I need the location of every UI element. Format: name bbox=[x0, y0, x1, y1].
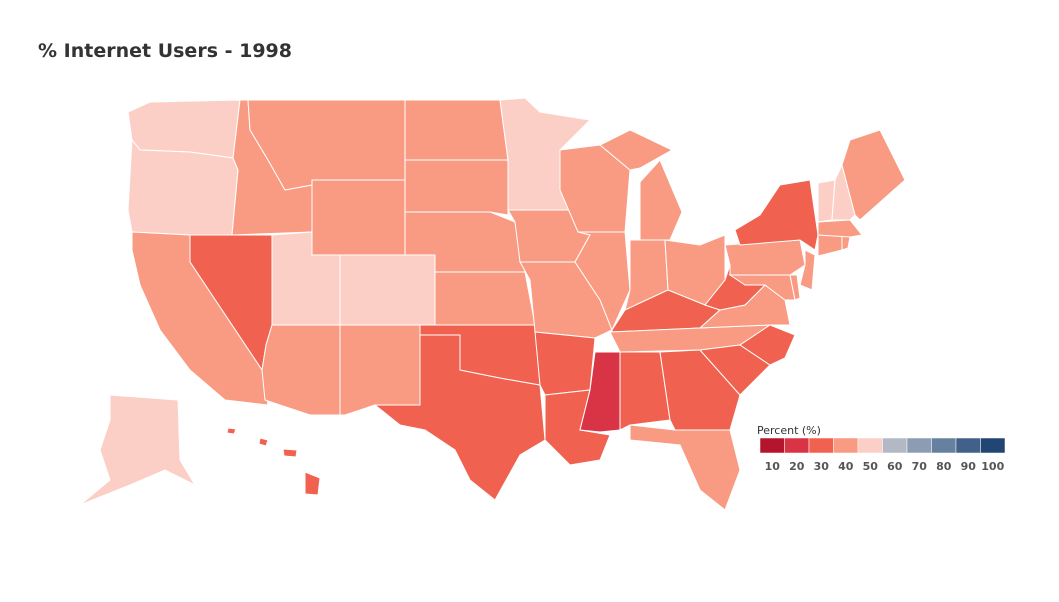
legend-tick-label: 80 bbox=[936, 460, 952, 473]
legend-tick-label: 20 bbox=[789, 460, 805, 473]
legend-tick-label: 70 bbox=[912, 460, 928, 473]
state-region bbox=[724, 239, 806, 276]
state-region bbox=[599, 129, 683, 241]
state-region bbox=[841, 129, 906, 221]
state-region bbox=[831, 163, 856, 221]
legend-swatch bbox=[980, 437, 1006, 454]
state-region bbox=[311, 179, 406, 256]
legend-tick-label: 90 bbox=[961, 460, 977, 473]
state-region bbox=[789, 274, 801, 301]
legend-swatch bbox=[955, 437, 981, 454]
state-region bbox=[404, 159, 509, 216]
legend-swatch bbox=[784, 437, 810, 454]
state-region bbox=[629, 424, 741, 511]
legend-tick-label: 100 bbox=[981, 460, 1004, 473]
state-region bbox=[739, 324, 796, 366]
state-region bbox=[339, 254, 436, 326]
state-region bbox=[734, 179, 819, 251]
legend: 10 20 30 40 50 60 70 80 90 100 bbox=[759, 437, 1006, 473]
state-region bbox=[619, 351, 671, 431]
state-region bbox=[799, 249, 816, 291]
legend-swatch bbox=[759, 437, 785, 454]
state-region bbox=[817, 234, 843, 257]
state-region bbox=[131, 231, 269, 406]
state-region bbox=[434, 271, 536, 326]
legend-tick-label: 50 bbox=[863, 460, 879, 473]
legend-tick-label: 10 bbox=[765, 460, 781, 473]
state-region bbox=[817, 219, 863, 238]
legend-swatch bbox=[833, 437, 859, 454]
legend-swatch bbox=[808, 437, 834, 454]
legend-tick-label: 30 bbox=[814, 460, 830, 473]
states bbox=[79, 97, 906, 511]
legend-swatch bbox=[857, 437, 883, 454]
state-region bbox=[574, 231, 631, 332]
state-region bbox=[127, 99, 241, 159]
state-region bbox=[534, 331, 596, 396]
state-region bbox=[261, 324, 341, 416]
legend-swatch bbox=[882, 437, 908, 454]
state-region bbox=[226, 427, 321, 496]
legend-swatch bbox=[931, 437, 957, 454]
legend-swatch bbox=[906, 437, 932, 454]
state-region bbox=[339, 324, 421, 416]
state-region bbox=[79, 394, 197, 506]
state-region bbox=[404, 99, 509, 161]
legend-tick-label: 40 bbox=[838, 460, 854, 473]
legend-title: Percent (%) bbox=[757, 424, 821, 437]
legend-tick-label: 60 bbox=[887, 460, 903, 473]
map-title: % Internet Users - 1998 bbox=[38, 40, 292, 62]
